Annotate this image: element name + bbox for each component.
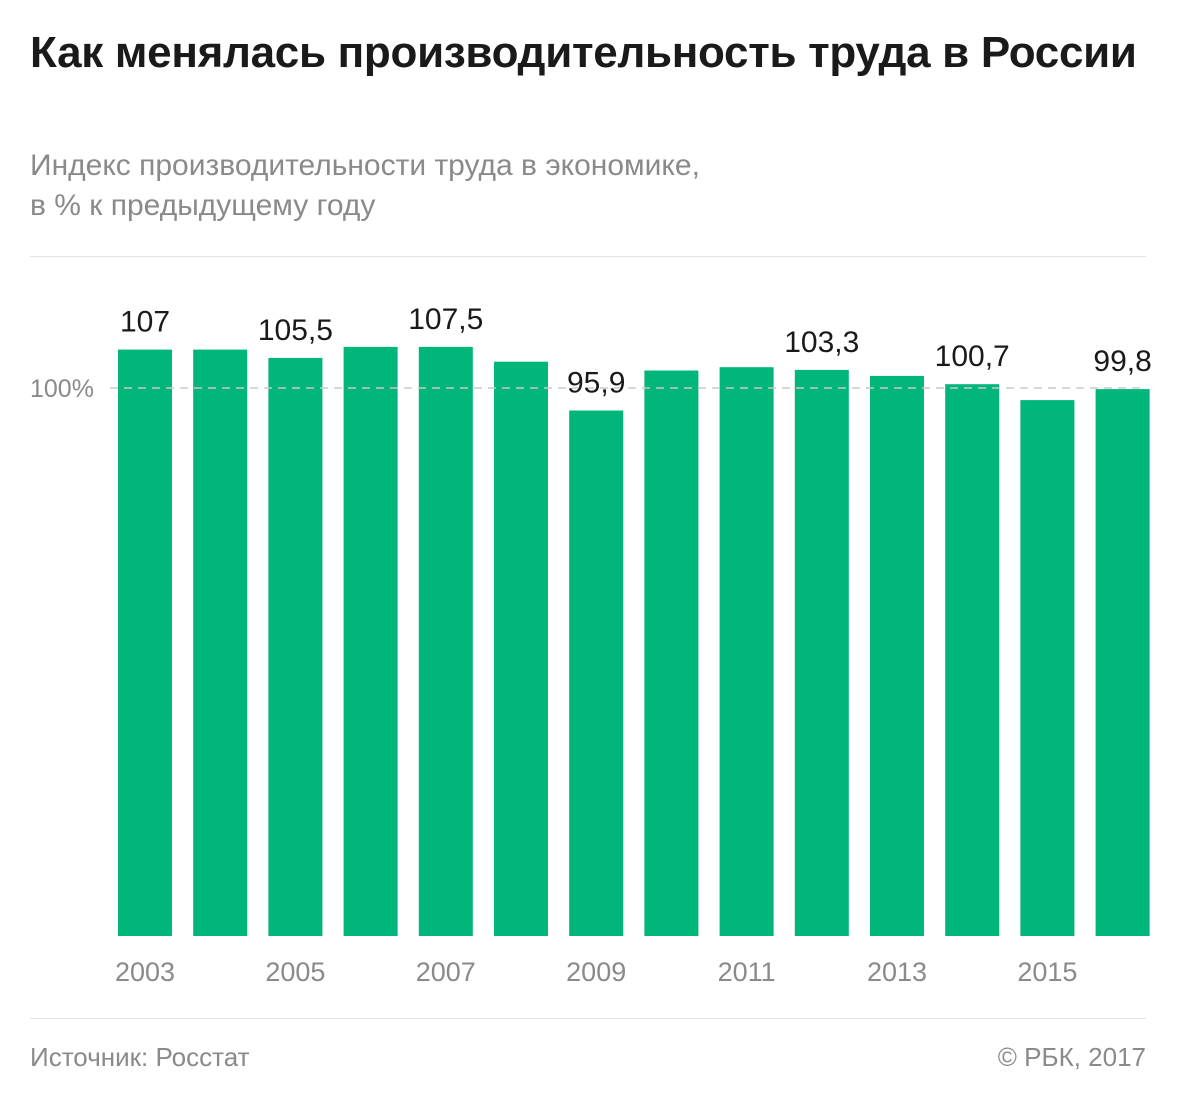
chart-subtitle-line-1: Индекс производительности труда в эконом… — [30, 149, 700, 182]
bar-2016 — [1095, 389, 1150, 937]
top-divider — [30, 256, 1146, 257]
chart-subtitle: Индекс производительности труда в эконом… — [30, 146, 1140, 226]
x-tick-label-2013: 2013 — [867, 957, 927, 987]
bars-group — [118, 346, 1150, 937]
data-label-2016: 99,8 — [1093, 345, 1151, 378]
x-axis-ticks-group: 2003 2005 2007 2009 2011 2013 2015 — [115, 957, 1077, 987]
copyright-note: © РБК, 2017 — [997, 1042, 1146, 1072]
data-label-2012: 103,3 — [784, 326, 859, 359]
bar-2014 — [945, 384, 1000, 936]
data-label-2014: 100,7 — [935, 340, 1010, 373]
bar-2010 — [644, 370, 699, 936]
bottom-divider — [30, 1018, 1146, 1019]
bar-2004 — [193, 349, 248, 937]
data-label-2007: 107,5 — [408, 303, 483, 336]
x-tick-label-2003: 2003 — [115, 957, 175, 987]
bar-2003 — [118, 349, 172, 937]
data-label-2003: 107 — [120, 306, 170, 339]
source-note: Источник: Росстат — [30, 1042, 250, 1072]
bar-2015 — [1020, 400, 1075, 937]
bar-chart: 100% 107 105,5 107,5 95,9 103,3 100,7 99,8 200… — [30, 303, 1152, 987]
x-tick-label-2007: 2007 — [416, 957, 476, 987]
x-tick-label-2015: 2015 — [1017, 957, 1077, 987]
x-tick-label-2011: 2011 — [718, 957, 776, 987]
reference-line-label: 100% — [30, 375, 94, 403]
bar-2009 — [569, 410, 624, 936]
chart-title-text: Как менялась производительность труда в … — [30, 28, 1137, 77]
bar-2007 — [418, 346, 473, 936]
bar-2013 — [870, 375, 924, 936]
x-tick-label-2005: 2005 — [265, 957, 325, 987]
bar-2008 — [494, 361, 548, 936]
reference-line-group: 100% — [30, 375, 1146, 403]
x-tick-label-2009: 2009 — [566, 957, 626, 987]
data-label-2009: 95,9 — [567, 367, 625, 400]
data-labels-group: 107 105,5 107,5 95,9 103,3 100,7 99,8 — [120, 303, 1152, 400]
data-label-2005: 105,5 — [258, 314, 333, 347]
bar-2011 — [719, 367, 774, 936]
chart-title: Как менялась производительность труда в … — [30, 28, 1140, 78]
bar-2005 — [268, 357, 323, 936]
bar-2012 — [794, 369, 849, 936]
chart-subtitle-line-2: в % к предыдущему году — [30, 189, 376, 222]
bar-2006 — [343, 346, 398, 936]
